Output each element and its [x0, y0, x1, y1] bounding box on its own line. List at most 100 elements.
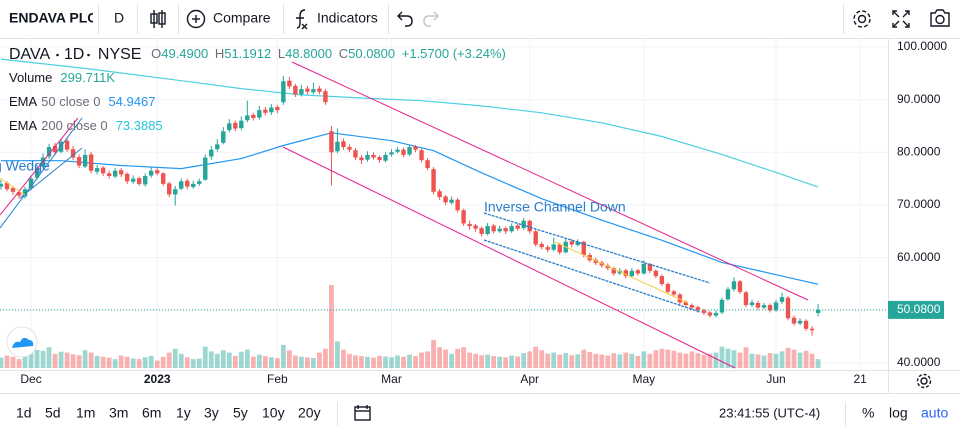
study-args: 200 close 0 [41, 118, 108, 133]
study-name[interactable]: EMA [9, 118, 38, 133]
trend-line[interactable] [554, 241, 689, 304]
volume-bar [473, 353, 479, 368]
redo-button [423, 11, 439, 27]
volume-bar [58, 351, 64, 368]
candle-body [629, 270, 635, 277]
volume-bar [208, 351, 214, 368]
percent-button[interactable]: % [862, 405, 874, 421]
range-button[interactable]: 1m [76, 405, 95, 421]
volume-bar [172, 348, 178, 368]
candle-body [124, 173, 130, 182]
candle-body [407, 147, 412, 155]
volume-bar [389, 357, 394, 368]
study-args: 50 close 0 [41, 94, 100, 109]
volume-bar [413, 356, 418, 368]
candle-body [569, 241, 574, 245]
wedge-line[interactable] [0, 117, 79, 216]
symbol[interactable]: ENDAVA PLC [9, 10, 97, 26]
candle-body [431, 169, 436, 192]
axis-settings-button[interactable] [916, 373, 932, 389]
candle-body [755, 302, 761, 308]
study-name[interactable]: EMA [9, 94, 38, 109]
volume-bar [88, 352, 94, 368]
legend-value: 48.8000 [285, 46, 332, 61]
candle-body [148, 170, 154, 176]
volume-bar [503, 357, 509, 368]
volume-bar [256, 354, 262, 368]
clock[interactable]: 23:41:55 (UTC-4) [719, 405, 820, 420]
indicators-icon[interactable] [296, 9, 308, 30]
candle-body [28, 178, 34, 189]
candle-body [239, 120, 244, 129]
screenshot-button[interactable] [930, 9, 950, 27]
candle-body [767, 305, 773, 311]
candle-body [557, 244, 562, 253]
bottom-toolbar: 23:41:55 (UTC-4) % log auto 1d 5d 1m 3m 6m 1y… [16, 402, 948, 426]
volume-bar [545, 353, 551, 368]
legend-value: 51.1912 [224, 46, 271, 61]
candle-body [527, 220, 532, 232]
volume-bar [467, 352, 473, 368]
wedge-line[interactable] [19, 147, 83, 199]
candle-body [245, 115, 250, 121]
auto-button[interactable]: auto [921, 405, 948, 421]
volume-bar [148, 355, 154, 368]
volume-bar [725, 348, 731, 368]
channel-line[interactable] [483, 239, 701, 313]
date-range-button[interactable] [354, 405, 371, 421]
range-button[interactable]: 10y [262, 405, 285, 421]
separator-dot [56, 53, 59, 57]
range-button[interactable]: 5d [45, 405, 61, 421]
volume-bar [737, 352, 743, 368]
chart-type-button[interactable] [150, 10, 166, 28]
volume-bar [497, 356, 503, 368]
candle-body [317, 88, 322, 92]
wedge-line[interactable] [0, 117, 83, 229]
candle-body [581, 241, 586, 256]
legend-row: DAVA 1D NYSE O49.4900 H51.1912 L48.8000 … [9, 46, 506, 63]
legend-key: O [151, 46, 161, 61]
interval-button[interactable]: D [114, 10, 124, 26]
x-tick-label: Dec [20, 372, 41, 386]
candle-body [10, 188, 16, 192]
volume-bar [509, 355, 515, 368]
x-tick-label: 21 [853, 372, 867, 386]
indicators-button[interactable]: Indicators [317, 10, 378, 26]
candle-body [593, 259, 598, 263]
range-button[interactable]: 5y [233, 405, 248, 421]
candle-body [641, 263, 647, 274]
log-button[interactable]: log [889, 405, 908, 421]
undo-button[interactable] [397, 11, 413, 27]
annotation[interactable]: Inverse Channel Down [484, 199, 626, 215]
candle-body [94, 168, 100, 172]
candle-body [269, 107, 274, 113]
annotation[interactable]: g Wedge [0, 158, 50, 174]
volume-bar [52, 353, 58, 368]
candle-body [749, 302, 755, 306]
compare-icon[interactable] [186, 9, 206, 29]
study-name[interactable]: Volume [9, 70, 52, 85]
legend-value: 49.4900 [161, 46, 208, 61]
trend-line[interactable] [0, 177, 26, 196]
candle-body [221, 131, 226, 143]
settings-button[interactable] [853, 10, 871, 28]
range-button[interactable]: 3m [109, 405, 128, 421]
legend-value: 50.0800 [348, 46, 395, 61]
volume-bar [202, 346, 208, 368]
candle-body [215, 144, 220, 150]
range-button[interactable]: 20y [298, 405, 321, 421]
compare-button[interactable]: Compare [213, 10, 271, 26]
fullscreen-button[interactable] [892, 10, 910, 28]
channel-line[interactable] [282, 146, 736, 369]
range-button[interactable]: 6m [142, 405, 161, 421]
range-button[interactable]: 1y [176, 405, 191, 421]
last-price-tag [888, 300, 944, 319]
range-button[interactable]: 3y [204, 405, 219, 421]
x-tick-label: 2023 [144, 372, 171, 386]
range-button[interactable]: 1d [16, 405, 32, 421]
channel-line[interactable] [291, 61, 809, 301]
y-tick-label: 90.0000 [897, 92, 941, 106]
volume-bar [683, 353, 689, 368]
candle-body [689, 305, 695, 308]
channel-line[interactable] [483, 212, 711, 284]
